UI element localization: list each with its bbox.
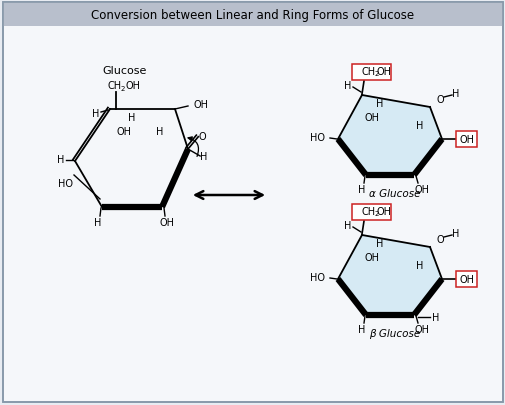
Text: OH: OH [125,81,140,91]
Polygon shape [337,235,441,315]
FancyBboxPatch shape [352,65,391,81]
Text: H: H [376,239,383,248]
Text: H: H [343,220,351,230]
Text: 2: 2 [374,211,378,216]
Text: OH: OH [376,67,391,77]
Text: O: O [435,234,443,244]
Text: 2: 2 [374,71,378,77]
Text: β Glucose: β Glucose [369,328,420,338]
Text: HO: HO [310,133,325,143]
Text: CH: CH [108,81,122,91]
Text: OH: OH [376,207,391,216]
Text: O: O [198,131,206,141]
Text: OH: OH [459,135,474,145]
Text: OH: OH [414,324,429,334]
Bar [3,3,502,27]
Text: CH: CH [361,67,375,77]
Text: H: H [200,151,208,162]
Text: H: H [94,217,102,228]
Text: OH: OH [116,127,131,136]
FancyBboxPatch shape [352,205,391,220]
Text: H: H [358,324,365,334]
Text: OH: OH [193,100,209,110]
Text: OH: OH [459,274,474,284]
Text: H: H [358,185,365,194]
Text: OH: OH [364,113,379,123]
FancyArrowPatch shape [188,138,198,157]
Text: O: O [435,95,443,105]
Text: Glucose: Glucose [103,66,147,76]
Text: H: H [451,89,459,99]
FancyBboxPatch shape [456,132,477,148]
Polygon shape [337,96,441,175]
Text: H: H [376,99,383,109]
Text: H: H [156,127,163,136]
Text: H: H [416,121,423,131]
Text: H: H [416,260,423,270]
Text: H: H [451,228,459,239]
Text: Conversion between Linear and Ring Forms of Glucose: Conversion between Linear and Ring Forms… [91,9,414,21]
Text: OH: OH [159,217,174,228]
FancyBboxPatch shape [456,271,477,287]
Text: HO: HO [310,272,325,282]
Text: OH: OH [414,185,429,194]
Text: 2: 2 [121,86,125,92]
Text: H: H [431,312,439,322]
Text: H: H [128,113,135,123]
Text: OH: OH [364,252,379,262]
Text: HO: HO [58,179,73,189]
Text: CH: CH [361,207,375,216]
Text: H: H [343,81,351,91]
Text: H: H [57,155,65,164]
Text: α Glucose: α Glucose [369,189,420,198]
Text: H: H [92,109,99,119]
